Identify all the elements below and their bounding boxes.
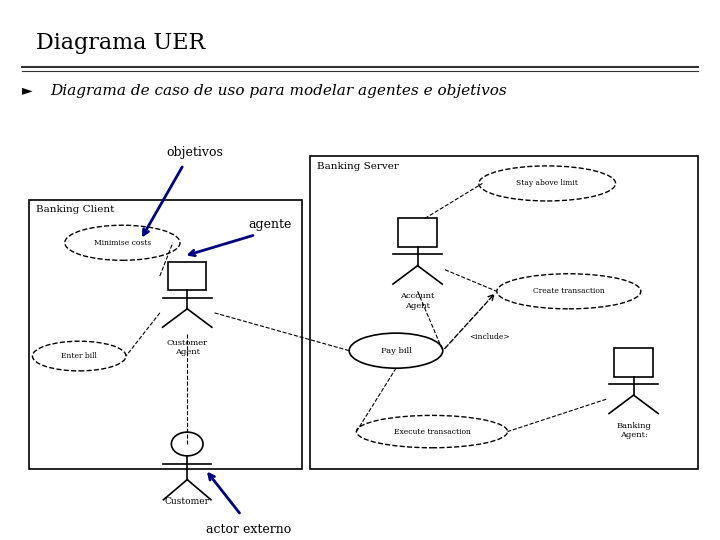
Text: Execute transaction: Execute transaction xyxy=(394,428,470,436)
Text: Banking Server: Banking Server xyxy=(317,162,399,171)
Text: Diagrama UER: Diagrama UER xyxy=(36,32,205,55)
Bar xyxy=(168,262,207,291)
Bar xyxy=(310,157,698,469)
Bar xyxy=(29,200,302,469)
Text: Create transaction: Create transaction xyxy=(533,287,605,295)
Text: actor externo: actor externo xyxy=(206,523,291,536)
Text: Diagrama de caso de uso para modelar agentes e objetivos: Diagrama de caso de uso para modelar age… xyxy=(50,84,507,98)
Text: agente: agente xyxy=(248,218,292,231)
Bar xyxy=(398,219,437,247)
Text: Customer: Customer xyxy=(165,497,210,507)
Text: Stay above limit: Stay above limit xyxy=(516,179,578,187)
Text: <include>: <include> xyxy=(469,333,510,341)
Text: Customer
Agent: Customer Agent xyxy=(166,339,208,356)
Text: Pay bill: Pay bill xyxy=(380,347,412,355)
Text: objetivos: objetivos xyxy=(166,146,222,159)
Text: Account
Agent: Account Agent xyxy=(400,292,435,309)
Text: Minimise costs: Minimise costs xyxy=(94,239,151,247)
Text: Banking
Agent:: Banking Agent: xyxy=(616,422,651,439)
Text: Enter bill: Enter bill xyxy=(61,352,97,360)
Bar xyxy=(614,348,653,377)
Text: Banking Client: Banking Client xyxy=(36,205,114,214)
Text: ►: ► xyxy=(22,84,32,98)
